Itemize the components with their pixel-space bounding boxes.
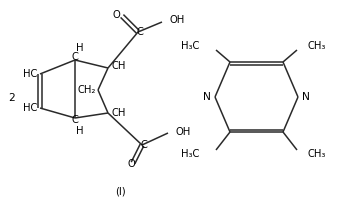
Text: H: H — [76, 126, 84, 136]
Text: (I): (I) — [115, 187, 125, 197]
Text: N: N — [302, 92, 310, 102]
Text: C: C — [72, 115, 78, 125]
Text: H₃C: H₃C — [181, 41, 199, 51]
Text: CH₃: CH₃ — [307, 41, 325, 51]
Text: HC: HC — [23, 103, 37, 113]
Text: OH: OH — [169, 15, 184, 25]
Text: CH: CH — [112, 61, 126, 71]
Text: O: O — [112, 10, 120, 20]
Text: CH₂: CH₂ — [78, 85, 96, 95]
Text: H: H — [76, 43, 84, 53]
Text: HC: HC — [23, 69, 37, 79]
Text: H₃C: H₃C — [181, 149, 199, 159]
Text: O: O — [127, 159, 135, 169]
Text: N: N — [203, 92, 211, 102]
Text: C: C — [141, 140, 147, 150]
Text: CH₃: CH₃ — [307, 149, 325, 159]
Text: CH: CH — [112, 108, 126, 118]
Text: C: C — [72, 52, 78, 62]
Text: C: C — [137, 27, 143, 37]
Text: OH: OH — [175, 127, 190, 137]
Text: 2: 2 — [8, 93, 15, 103]
